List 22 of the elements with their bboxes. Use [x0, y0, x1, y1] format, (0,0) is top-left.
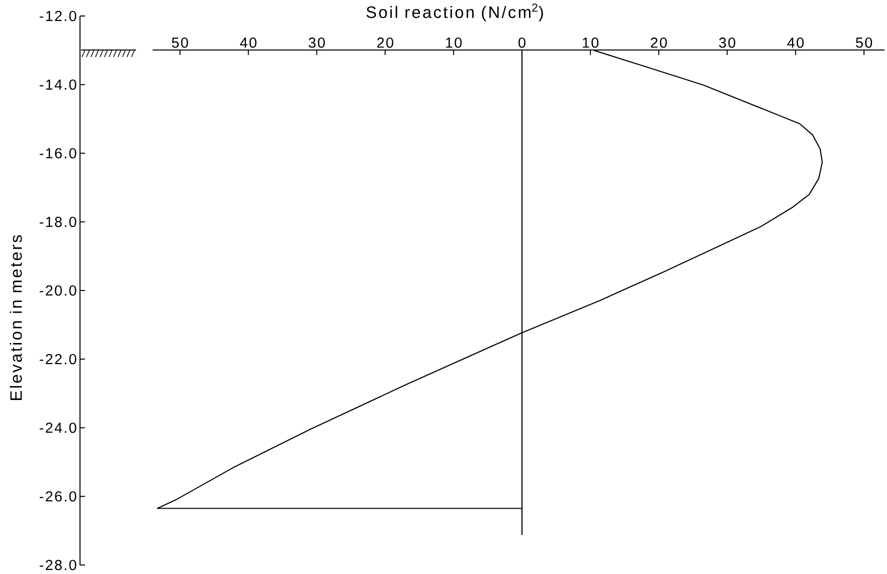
y-tick-label: -12.0: [40, 10, 76, 22]
x-tick-label: 50: [856, 38, 872, 48]
x-tick-label: 30: [308, 38, 325, 48]
x-tick-label: 40: [787, 38, 804, 48]
x-tick-label: 20: [650, 38, 667, 48]
y-tick-label: -24.0: [40, 422, 76, 433]
x-axis-title: Soil reaction (N/cm$^{2}$): [366, 4, 543, 22]
y-tick-label: -14.0: [40, 79, 76, 90]
x-tick-label: 30: [719, 38, 736, 48]
x-tick-label: 10: [582, 38, 598, 48]
x-tick-label: 40: [240, 38, 256, 48]
y-tick-label: -18.0: [40, 216, 76, 228]
y-tick-label: -16.0: [40, 148, 76, 158]
y-tick-label: -26.0: [40, 491, 76, 502]
y-tick-label: -22.0: [40, 354, 76, 364]
x-tick-label: 50: [172, 38, 188, 48]
y-tick-label: -28.0: [40, 560, 76, 570]
x-tick-label: 10: [446, 38, 462, 48]
x-tick-label: 0: [518, 38, 526, 48]
x-tick-label: 20: [377, 38, 394, 48]
y-axis-title: Elevation in meters: [10, 235, 22, 400]
y-tick-label: -20.0: [40, 285, 76, 296]
